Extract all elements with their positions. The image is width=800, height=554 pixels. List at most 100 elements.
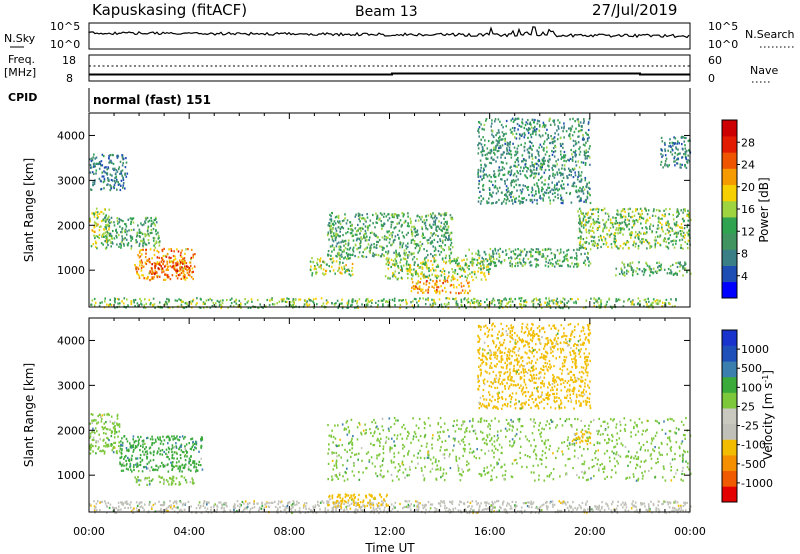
scatter-cell [115, 169, 118, 172]
scatter-cell [186, 271, 189, 274]
scatter-cell [494, 120, 496, 123]
scatter-cell [510, 153, 513, 156]
scatter-cell [364, 236, 367, 240]
scatter-cell [556, 259, 559, 262]
scatter-cell [409, 270, 411, 274]
scatter-cell [381, 213, 383, 216]
scatter-cell [392, 231, 394, 234]
scatter-cell [538, 158, 540, 161]
scatter-cell [563, 125, 565, 128]
scatter-cell [183, 277, 185, 280]
scatter-cell [544, 169, 547, 172]
scatter-cell [621, 272, 624, 276]
scatter-cell [513, 164, 516, 167]
scatter-cell [190, 469, 192, 472]
scatter-cell [138, 242, 141, 245]
scatter-cell [620, 267, 622, 270]
scatter-cell [313, 265, 316, 268]
scatter-cell [190, 276, 193, 279]
scatter-cell [596, 244, 598, 247]
scatter-cell [124, 187, 126, 190]
scatter-cell [579, 247, 582, 250]
scatter-cell [190, 258, 192, 261]
scatter-cell [554, 195, 557, 198]
scatter-cell [564, 156, 566, 159]
scatter-cell [485, 118, 488, 121]
scatter-cell [684, 240, 686, 244]
scatter-cell [399, 261, 401, 264]
scatter-cell [478, 254, 481, 257]
scatter-cell [360, 508, 362, 512]
scatter-cell [137, 476, 139, 479]
scatter-cell [104, 426, 106, 429]
scatter-cell [543, 194, 545, 197]
scatter-cell [638, 261, 640, 264]
scatter-cell [418, 287, 421, 291]
scatter-cell [148, 483, 151, 486]
scatter-cell [410, 232, 413, 235]
scatter-cell [181, 463, 184, 466]
scatter-cell [417, 280, 419, 283]
scatter-cell [181, 259, 183, 262]
scatter-cell [543, 160, 545, 164]
scatter-cell [240, 504, 242, 507]
scatter-cell [179, 457, 182, 460]
scatter-cell [137, 440, 140, 443]
scatter-cell [182, 267, 184, 270]
scatter-cell [490, 257, 492, 260]
scatter-cell [628, 228, 630, 231]
y-tick-label: 2000 [57, 219, 85, 232]
scatter-cell [393, 251, 395, 254]
scatter-cell [117, 233, 120, 237]
scatter-cell [499, 144, 501, 148]
scatter-cell [585, 221, 588, 224]
scatter-cell [98, 229, 101, 232]
scatter-cell [554, 140, 556, 143]
scatter-cell [632, 269, 635, 272]
scatter-cell [435, 265, 438, 268]
scatter-cell [184, 454, 187, 457]
scatter-cell [212, 302, 215, 305]
scatter-cell [630, 300, 632, 303]
scatter-cell [551, 181, 553, 184]
scatter-cell [516, 170, 518, 173]
scatter-cell [588, 118, 591, 121]
scatter-cell [594, 222, 597, 225]
scatter-cell [530, 264, 533, 267]
scatter-cell [518, 258, 521, 261]
scatter-cell [299, 298, 302, 301]
scatter-cell [483, 264, 485, 267]
scatter-cell [572, 150, 575, 154]
scatter-cell [333, 234, 335, 237]
scatter-cell [330, 224, 333, 227]
scatter-cell [425, 219, 428, 222]
scatter-cell [605, 220, 608, 223]
scatter-cell [431, 263, 434, 266]
scatter-cell [91, 159, 94, 162]
scatter-cell [513, 198, 516, 201]
scatter-cell [478, 196, 480, 199]
scatter-cell [499, 120, 501, 123]
scatter-cell [142, 446, 144, 449]
scatter-cell [631, 232, 633, 235]
scatter-cell [425, 256, 428, 259]
scatter-cell [507, 152, 510, 155]
scatter-cell [374, 253, 376, 256]
scatter-cell [376, 240, 378, 243]
scatter-cell [658, 209, 660, 212]
scatter-cell [164, 303, 167, 306]
scatter-cell [573, 249, 575, 252]
scatter-cell [91, 431, 93, 434]
scatter-cell [406, 245, 409, 248]
scatter-cell [132, 217, 135, 220]
scatter-cell [589, 216, 592, 219]
scatter-cell [139, 249, 141, 252]
scatter-cell [437, 286, 440, 289]
scatter-cell [509, 300, 512, 303]
scatter-cell [504, 304, 507, 308]
scatter-cell [562, 307, 564, 310]
scatter-cell [576, 178, 579, 181]
scatter-cell [363, 233, 366, 236]
scatter-cell [146, 452, 149, 455]
scatter-cell [350, 228, 353, 231]
